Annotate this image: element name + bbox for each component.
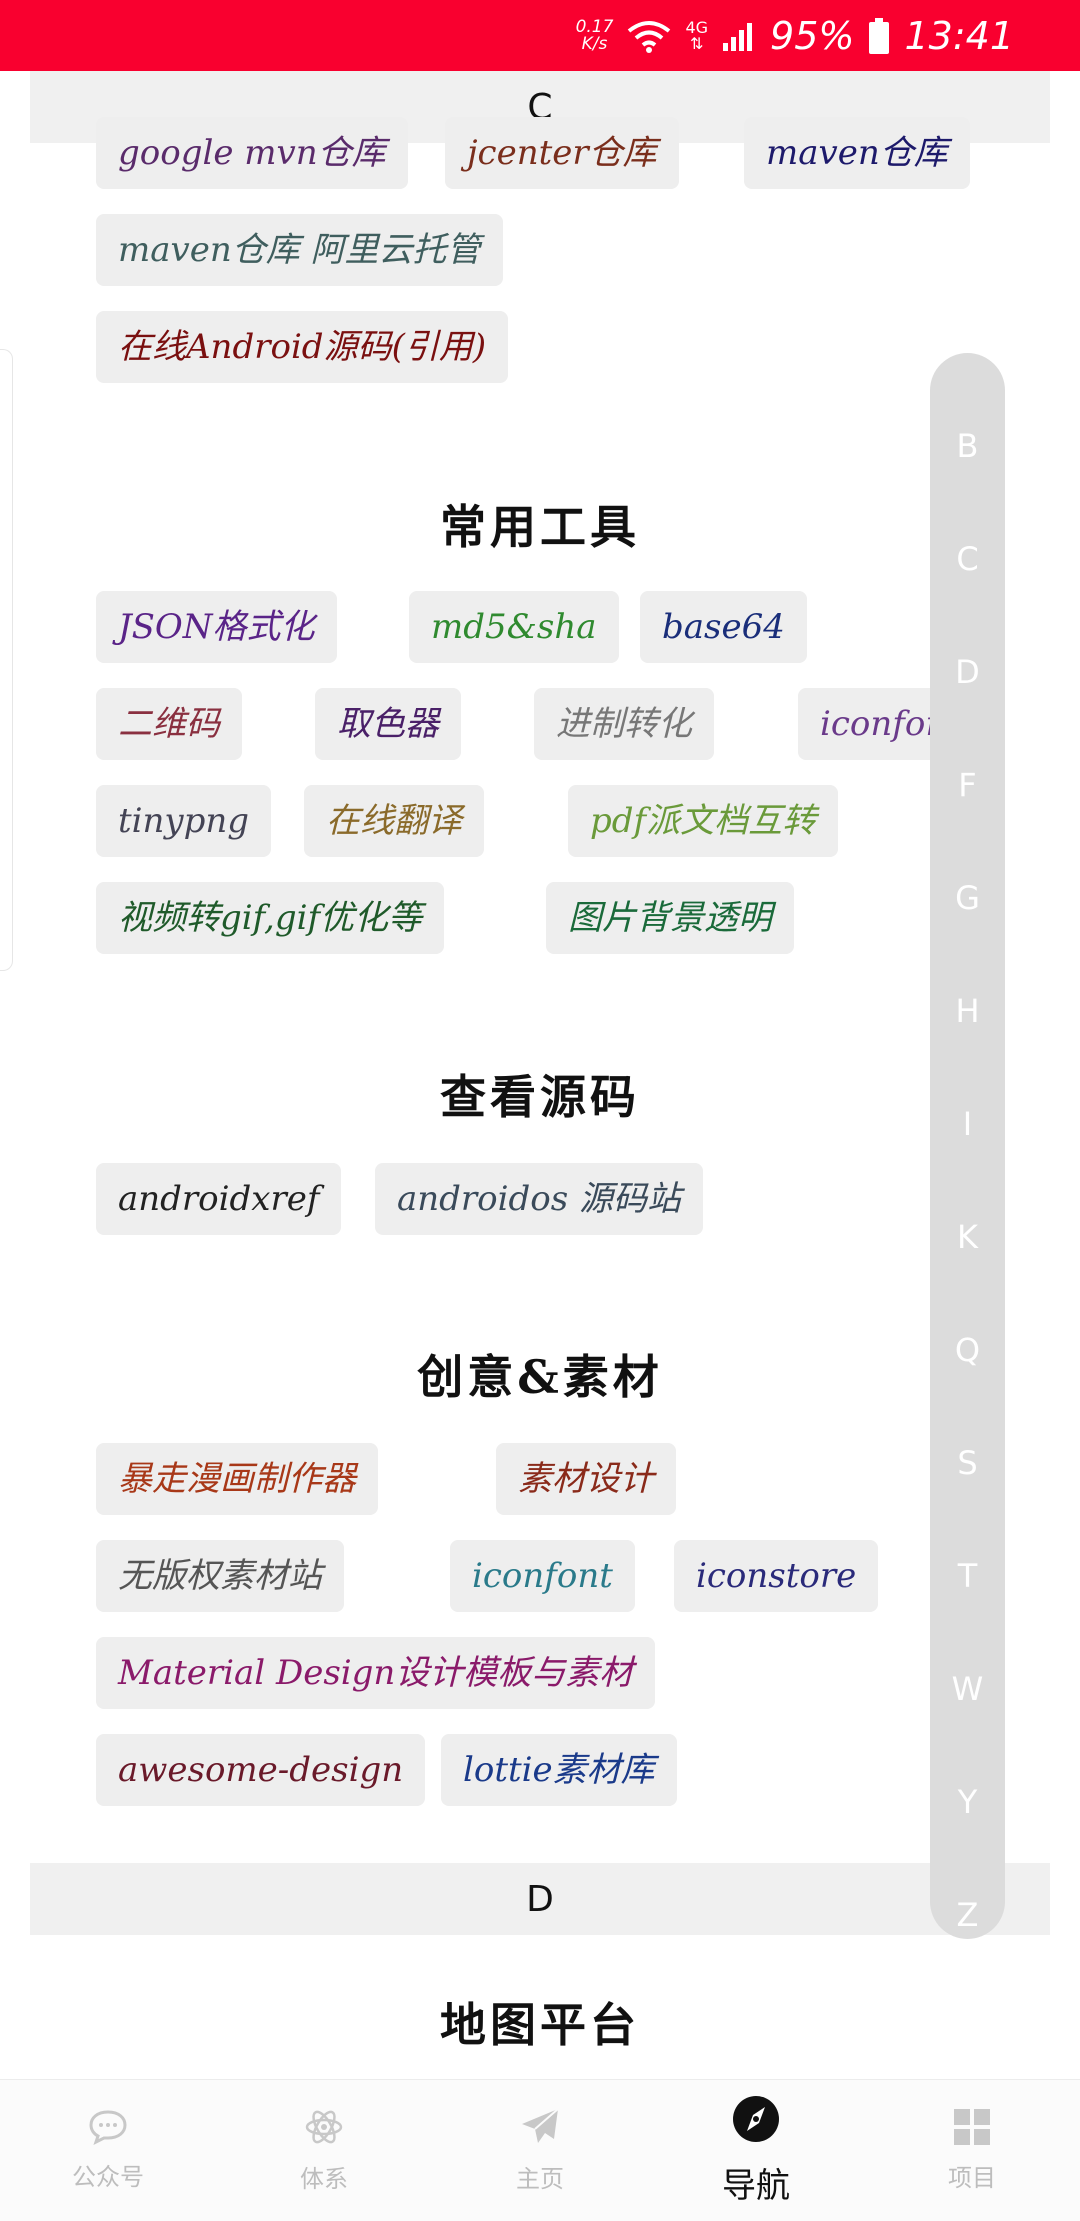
index-letter[interactable]: T: [957, 1557, 978, 1595]
index-letter[interactable]: D: [955, 653, 980, 691]
index-letter[interactable]: Z: [956, 1896, 979, 1934]
wifi-icon: [627, 19, 671, 53]
nav-label: 主页: [516, 2165, 564, 2193]
chip-androidxref[interactable]: androidxref: [96, 1163, 342, 1235]
chip-video-gif[interactable]: 视频转gif,gif优化等: [96, 882, 445, 954]
chip-maven-aliyun[interactable]: maven仓库 阿里云托管: [96, 214, 503, 286]
chip-bg-transparent[interactable]: 图片背景透明: [546, 882, 794, 954]
chip-material-templates[interactable]: Material Design设计模板与素材: [96, 1637, 656, 1709]
net-speed: 0.17 K/s: [575, 16, 614, 54]
chip-jcenter[interactable]: jcenter仓库: [445, 117, 679, 189]
index-letter[interactable]: F: [958, 766, 977, 804]
nav-system[interactable]: 体系: [216, 2080, 432, 2221]
network-label: 4G: [685, 17, 709, 37]
chip-md5[interactable]: md5&sha: [409, 591, 619, 663]
clock: 13:41: [904, 13, 1014, 58]
compass-icon: [732, 2095, 780, 2152]
data-arrows-icon: ⇅: [690, 33, 704, 53]
chip-maven[interactable]: maven仓库: [744, 117, 970, 189]
nav-label: 体系: [300, 2165, 348, 2193]
network-type: 4G ⇅: [685, 17, 709, 53]
index-letter[interactable]: W: [951, 1670, 984, 1708]
navigation-content[interactable]: C google mvn仓库 jcenter仓库 maven仓库 maven仓库…: [0, 71, 1080, 2079]
index-letter[interactable]: I: [962, 1105, 973, 1143]
chip-translate[interactable]: 在线翻译: [304, 785, 484, 857]
nav-label: 项目: [948, 2164, 996, 2192]
chip-androidos[interactable]: androidos 源码站: [375, 1163, 704, 1235]
chip-awesome-design[interactable]: awesome-design: [96, 1734, 426, 1806]
chip-pdf-convert[interactable]: pdf派文档互转: [568, 785, 839, 857]
grid-icon: [953, 2108, 991, 2152]
index-letter[interactable]: C: [956, 540, 979, 578]
chip-google-mvn[interactable]: google mvn仓库: [96, 117, 408, 189]
chip-tinypng[interactable]: tinypng: [96, 785, 272, 857]
paper-plane-icon: [520, 2107, 560, 2153]
chip-qrcode[interactable]: 二维码: [96, 688, 242, 760]
index-letter[interactable]: B: [956, 427, 979, 465]
chip-rage-comic[interactable]: 暴走漫画制作器: [96, 1443, 378, 1515]
signal-icon: [722, 21, 756, 51]
chip-color-picker[interactable]: 取色器: [315, 688, 461, 760]
nav-home[interactable]: 主页: [432, 2080, 648, 2221]
bottom-navigation: 公众号 体系 主页 导航 项目: [0, 2079, 1080, 2221]
drawer-edge-handle[interactable]: [0, 349, 13, 971]
nav-wechat[interactable]: 公众号: [0, 2080, 216, 2221]
section-letter: D: [526, 1878, 554, 1920]
net-speed-value: 0.17: [575, 16, 614, 37]
nav-project[interactable]: 项目: [864, 2080, 1080, 2221]
index-letter[interactable]: S: [957, 1444, 978, 1482]
index-letter[interactable]: Y: [957, 1783, 978, 1821]
battery-icon: [868, 17, 890, 54]
index-letter[interactable]: H: [955, 992, 980, 1030]
battery-percent: 95%: [770, 13, 855, 58]
chip-lottie[interactable]: lottie素材库: [441, 1734, 677, 1806]
chip-android-source[interactable]: 在线Android源码(引用): [96, 311, 509, 383]
chip-material-design[interactable]: 素材设计: [496, 1443, 676, 1515]
nav-navigation[interactable]: 导航: [648, 2080, 864, 2221]
index-letter[interactable]: Q: [954, 1331, 981, 1369]
chip-base64[interactable]: base64: [640, 591, 807, 663]
chip-radix[interactable]: 进制转化: [534, 688, 714, 760]
chip-free-assets[interactable]: 无版权素材站: [96, 1540, 344, 1612]
chip-iconstore[interactable]: iconstore: [674, 1540, 879, 1612]
group-title-creative: 创意&素材: [417, 1350, 663, 1404]
chat-bubble-icon: [88, 2109, 128, 2151]
section-header-d: D: [30, 1863, 1050, 1935]
chip-json[interactable]: JSON格式化: [96, 591, 337, 663]
nav-label: 导航: [722, 2165, 790, 2206]
index-letter[interactable]: K: [957, 1218, 978, 1256]
alphabet-index-bar[interactable]: B C D F G H I K Q S T W Y Z: [930, 353, 1005, 1939]
index-letter[interactable]: G: [955, 879, 980, 917]
net-speed-unit: K/s: [581, 33, 608, 54]
group-title-source: 查看源码: [440, 1070, 640, 1124]
chip-iconfont-creative[interactable]: iconfont: [450, 1540, 635, 1612]
atom-icon: [304, 2107, 344, 2153]
nav-label: 公众号: [72, 2163, 144, 2191]
group-title-tools: 常用工具: [440, 500, 640, 554]
status-bar: 0.17 K/s 4G ⇅ 95% 13:41: [0, 0, 1080, 71]
group-title-maps: 地图平台: [440, 1998, 640, 2052]
